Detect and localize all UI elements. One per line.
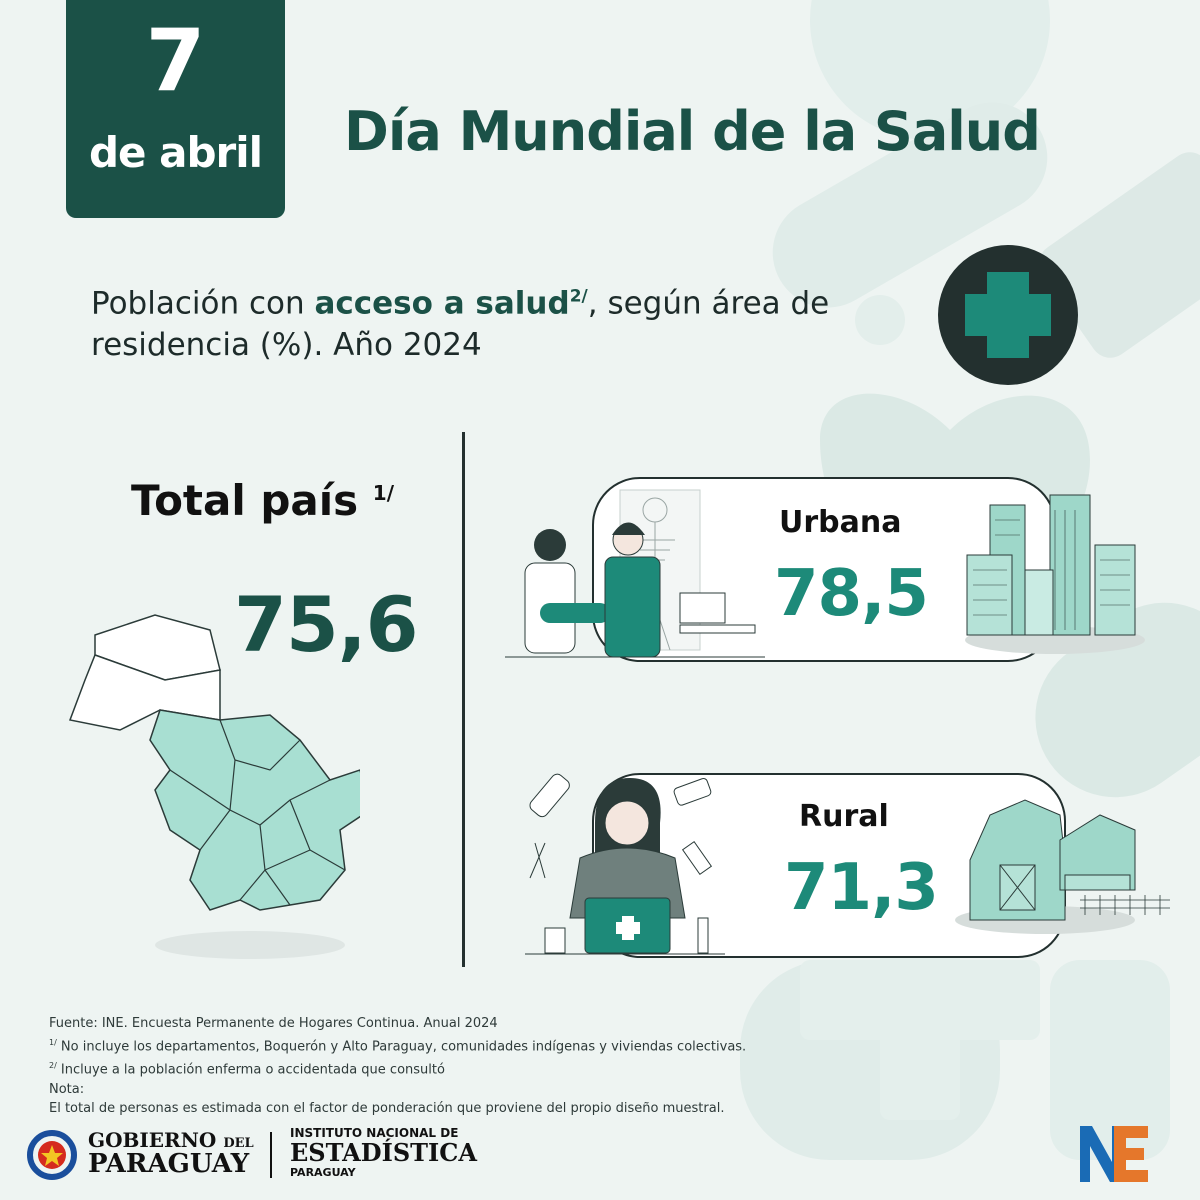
- nota-label: Nota:: [49, 1081, 85, 1097]
- city-buildings-illustration: [965, 494, 1145, 654]
- subtitle: Población con acceso a salud2/, según ár…: [91, 276, 911, 366]
- date-day: 7: [145, 11, 206, 111]
- page-title: Día Mundial de la Salud: [344, 100, 1041, 163]
- footnotes: Fuente: INE. Encuesta Permanente de Hoga…: [49, 1014, 909, 1118]
- doctor-patient-illustration: [505, 489, 765, 658]
- source-note: Fuente: INE. Encuesta Permanente de Hoga…: [49, 1016, 498, 1031]
- gob-del: DEL: [223, 1136, 254, 1151]
- ine-line3: PARAGUAY: [290, 1166, 356, 1179]
- subtitle-highlight: acceso a salud: [314, 285, 570, 322]
- barn-illustration: [955, 799, 1170, 934]
- subtitle-note-mark: 2/: [569, 287, 588, 307]
- gob-line1: GOBIERNO: [88, 1128, 217, 1152]
- total-value: 75,6: [234, 580, 419, 669]
- paraguay-seal-icon: [27, 1130, 77, 1180]
- date-badge: 7 de abril: [66, 0, 285, 218]
- ine-line1: INSTITUTO NACIONAL DE: [290, 1126, 459, 1140]
- footnote-2-text: Incluye a la población enferma o acciden…: [56, 1062, 445, 1078]
- urban-label: Urbana: [779, 505, 902, 540]
- total-label: Total país 1/: [131, 476, 394, 525]
- ine-name-logo: INSTITUTO NACIONAL DE ESTADÍSTICA PARAGU…: [290, 1126, 477, 1179]
- ine-line2: ESTADÍSTICA: [290, 1138, 477, 1167]
- footnote-1: 1/ No incluye los departamentos, Boqueró…: [49, 1033, 909, 1056]
- subtitle-part2: , según área de residencia (%). Año 2024: [91, 285, 830, 364]
- footnote-1-mark: 1/: [49, 1038, 57, 1047]
- gob-line2: PARAGUAY: [88, 1149, 250, 1179]
- rural-label: Rural: [799, 799, 889, 834]
- logo-separator: [270, 1132, 272, 1178]
- ine-logo-icon: [1080, 1126, 1148, 1182]
- total-label-text: Total país: [131, 476, 359, 525]
- urban-value: 78,5: [774, 557, 929, 631]
- subtitle-part1: Población con: [91, 285, 315, 322]
- paraguay-map-icon: [68, 614, 360, 959]
- nurse-first-aid-illustration: [525, 773, 725, 955]
- vertical-divider: [462, 432, 465, 967]
- footnote-2-mark: 2/: [49, 1061, 57, 1071]
- nota-text: El total de personas es estimada con el …: [49, 1100, 725, 1116]
- rural-value: 71,3: [784, 851, 939, 925]
- health-cross-icon: [938, 245, 1078, 385]
- gobierno-paraguay-logo: GOBIERNO DEL PARAGUAY: [88, 1128, 254, 1179]
- footnote-1-text: No incluye los departamentos, Boquerón y…: [56, 1039, 747, 1055]
- footnote-2: 2/ Incluye a la población enferma o acci…: [49, 1056, 909, 1079]
- date-month: de abril: [88, 128, 263, 177]
- total-note-mark: 1/: [372, 481, 395, 505]
